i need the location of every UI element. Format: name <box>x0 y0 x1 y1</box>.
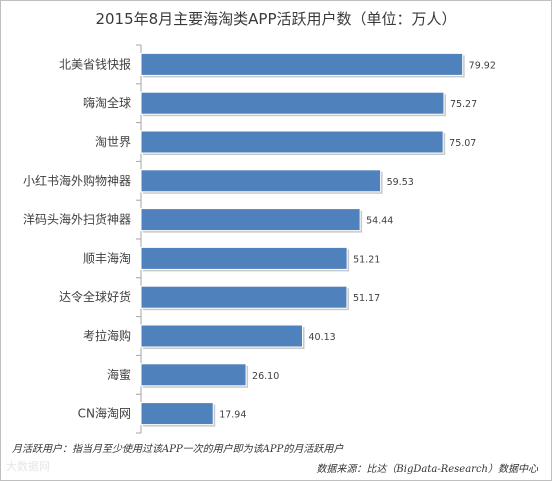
bar <box>140 285 348 309</box>
bar <box>140 324 304 348</box>
value-label: 17.94 <box>219 410 246 421</box>
category-label: 小红书海外购物神器 <box>23 173 131 188</box>
category-label: 北美省钱快报 <box>59 56 131 71</box>
bar <box>140 91 445 115</box>
bar <box>140 208 361 232</box>
bar <box>140 52 464 76</box>
category-label: 海蜜 <box>107 367 131 382</box>
bar <box>140 363 247 387</box>
data-source: 数据来源：比达（BigData-Research）数据中心 <box>316 464 538 475</box>
category-label: 考拉海购 <box>83 328 131 343</box>
category-label: 洋码头海外扫货神器 <box>23 212 131 227</box>
value-label: 51.17 <box>353 293 380 304</box>
category-label: 达令全球好货 <box>59 289 131 304</box>
value-label: 75.27 <box>450 99 477 110</box>
chart-title: 2015年8月主要海淘类APP活跃用户数（单位：万人） <box>95 10 457 28</box>
bar <box>140 402 214 426</box>
value-label: 26.10 <box>252 371 279 382</box>
footnote: 月活跃用户：指当月至少使用过该APP一次的用户即为该APP的月活跃用户 <box>12 444 344 455</box>
value-label: 51.21 <box>353 254 380 265</box>
bar <box>140 246 348 270</box>
value-label: 75.07 <box>449 138 476 149</box>
bar <box>140 169 382 193</box>
category-label: 顺丰海淘 <box>83 250 131 265</box>
watermark: 大数据网 <box>6 460 50 473</box>
value-label: 79.92 <box>469 60 496 71</box>
value-label: 40.13 <box>309 332 336 343</box>
category-label: 嗨淘全球 <box>83 95 131 110</box>
category-label: CN海淘网 <box>78 406 131 421</box>
value-label: 54.44 <box>366 216 393 227</box>
category-label: 淘世界 <box>95 135 131 149</box>
bar <box>140 130 444 154</box>
value-label: 59.53 <box>387 177 414 188</box>
